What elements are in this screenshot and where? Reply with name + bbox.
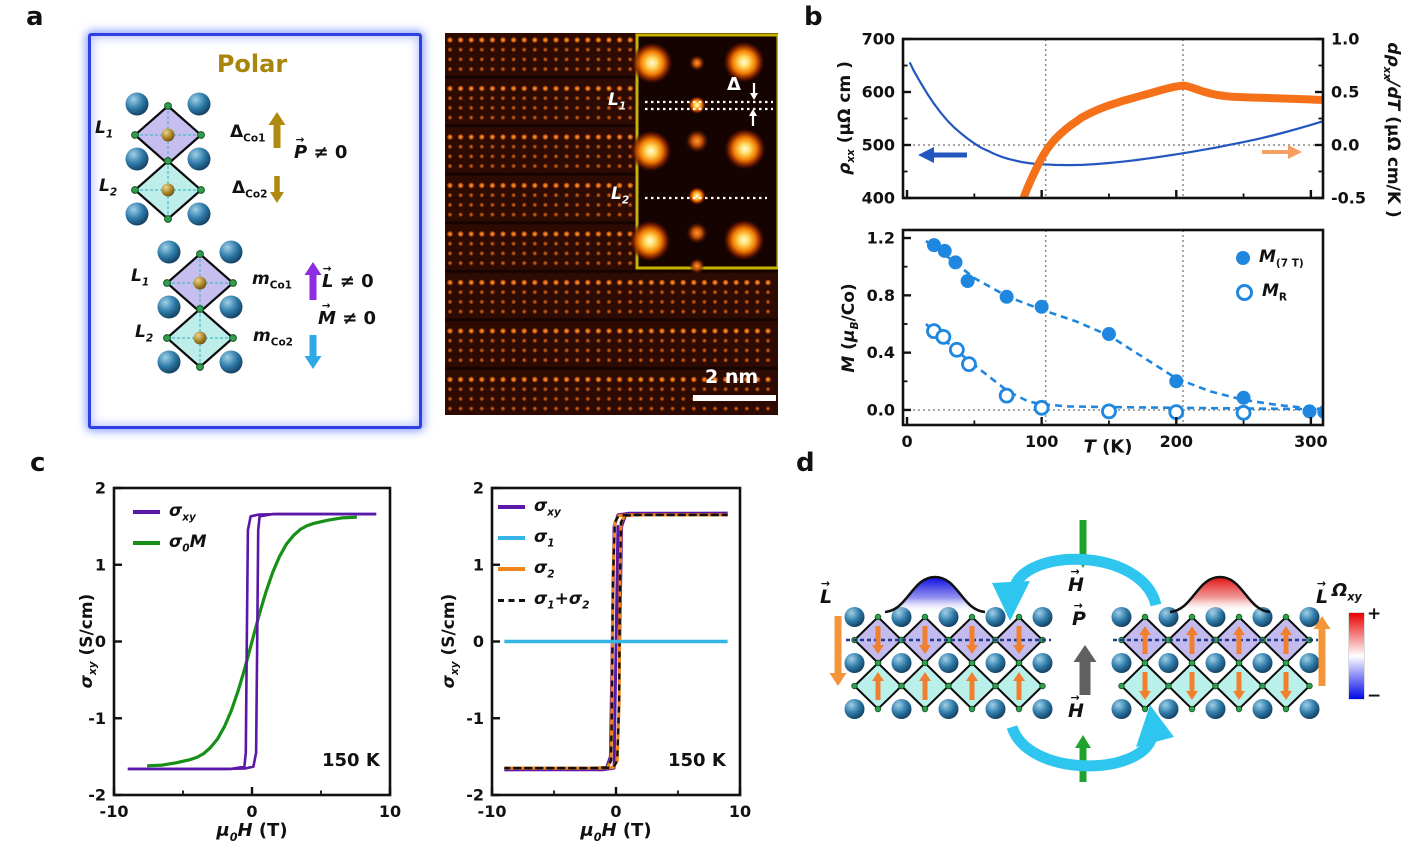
label-m-co2: mCo2 xyxy=(253,326,294,349)
svg-text:0: 0 xyxy=(901,432,912,451)
stem-label-L1: L1 xyxy=(608,90,627,113)
polar-structure-drawing xyxy=(125,92,322,374)
d-label-H-top: H xyxy=(1068,574,1084,596)
svg-text:2: 2 xyxy=(95,479,106,498)
purple-line-marker xyxy=(133,510,160,515)
legend-sigmaxy-left: σxy xyxy=(133,501,196,523)
c-right-ylabel: σxy (S/cm) xyxy=(438,593,462,689)
panel-label-c: c xyxy=(30,448,46,478)
svg-text:0.5: 0.5 xyxy=(1331,83,1359,102)
svg-text:-0.5: -0.5 xyxy=(1331,189,1366,208)
cyan-line-marker xyxy=(498,536,525,541)
panel-label-a: a xyxy=(26,2,44,32)
d-label-P: P xyxy=(1072,608,1086,630)
temp-annotation-left: 150 K xyxy=(322,750,380,771)
d-label-omega-xy: Ωxy xyxy=(1332,580,1362,604)
polar-structure-box xyxy=(88,33,422,429)
svg-text:10: 10 xyxy=(729,802,751,821)
c-left-ylabel: σxy (S/cm) xyxy=(76,593,100,689)
b-top-y2label: dρxx/dT (μΩ cm/K ) xyxy=(1380,42,1404,218)
svg-text:-2: -2 xyxy=(466,786,484,805)
orange-line-marker xyxy=(498,567,525,572)
svg-text:-10: -10 xyxy=(478,802,507,821)
svg-text:0.4: 0.4 xyxy=(867,343,895,362)
scalebar-label: 2 nm xyxy=(705,366,759,388)
stem-label-delta: Δ xyxy=(727,74,741,95)
dashed-line-marker xyxy=(498,598,525,602)
svg-text:0: 0 xyxy=(610,802,621,821)
svg-text:500: 500 xyxy=(862,136,895,155)
legend-sigma1-plus-sigma2: σ1+σ2 xyxy=(498,589,589,611)
svg-text:1.2: 1.2 xyxy=(867,229,895,248)
svg-text:-2: -2 xyxy=(88,786,106,805)
label-delta-co1: ΔCo1 xyxy=(230,122,266,145)
svg-text:0.8: 0.8 xyxy=(867,286,895,305)
svg-text:200: 200 xyxy=(1160,432,1193,451)
label-L2-bottom: L2 xyxy=(135,322,154,345)
svg-text:300: 300 xyxy=(1294,432,1327,451)
legend-sigmaxy-right: σxy xyxy=(498,496,561,518)
svg-text:10: 10 xyxy=(379,802,401,821)
d-label-L-left: L xyxy=(820,586,832,608)
c-left-xlabel: μ0H (T) xyxy=(216,820,288,844)
chart-magnetization-vs-T: 0.0 0.4 0.8 1.2 0 100 200 300 xyxy=(867,229,1328,451)
svg-text:1: 1 xyxy=(95,555,106,574)
svg-text:-10: -10 xyxy=(100,802,129,821)
svg-text:1.0: 1.0 xyxy=(1331,30,1359,49)
label-P-neq-0: P ≠ 0 xyxy=(294,142,347,163)
b-bottom-xlabel: T (K) xyxy=(1083,436,1133,458)
green-line-marker xyxy=(133,541,160,546)
svg-text:0: 0 xyxy=(95,632,106,651)
svg-text:-1: -1 xyxy=(88,709,106,728)
label-L1-top: L1 xyxy=(95,118,114,141)
legend-M7T: M(7 T) xyxy=(1236,247,1304,269)
open-circle-marker xyxy=(1236,283,1253,301)
chart-resistivity-vs-T: 400 500 600 700 -0.5 0.0 0.5 1.0 xyxy=(862,30,1366,208)
legend-MR: MR xyxy=(1236,281,1287,303)
polar-title: Polar xyxy=(216,50,288,78)
svg-text:1: 1 xyxy=(473,555,484,574)
stem-image xyxy=(445,33,778,415)
filled-circle-marker xyxy=(1236,251,1250,266)
berry-curvature-colorbar xyxy=(1348,612,1365,700)
d-label-H-bottom: H xyxy=(1068,700,1084,722)
svg-text:0.0: 0.0 xyxy=(867,400,895,419)
svg-text:400: 400 xyxy=(862,189,895,208)
scalebar xyxy=(693,395,776,401)
svg-text:-1: -1 xyxy=(466,709,484,728)
colorbar-plus: + xyxy=(1367,604,1382,624)
d-label-L-right: L xyxy=(1316,586,1328,608)
purple-line-marker xyxy=(498,505,525,510)
svg-text:0.0: 0.0 xyxy=(1331,136,1359,155)
label-L1-bottom: L1 xyxy=(131,266,150,289)
legend-sigma0M: σ0M xyxy=(133,532,207,554)
temp-annotation-right: 150 K xyxy=(668,750,726,771)
panel-label-d: d xyxy=(796,448,815,478)
colorbar-minus: − xyxy=(1367,686,1382,706)
b-bottom-ylabel: M (μB/Co) xyxy=(838,283,862,373)
panel-label-b: b xyxy=(804,2,823,32)
label-L-neq-0: L ≠ 0 xyxy=(322,271,374,292)
label-M-neq-0: M ≠ 0 xyxy=(318,308,376,329)
label-m-co1: mCo1 xyxy=(252,269,293,292)
svg-text:0: 0 xyxy=(246,802,257,821)
svg-text:100: 100 xyxy=(1025,432,1058,451)
label-L2-top: L2 xyxy=(99,176,118,199)
svg-text:2: 2 xyxy=(473,479,484,498)
berry-curvature-schematic xyxy=(829,520,1331,782)
label-delta-co2: ΔCo2 xyxy=(232,178,268,201)
stem-label-L2: L2 xyxy=(611,184,630,207)
legend-sigma2: σ2 xyxy=(498,558,555,580)
svg-text:600: 600 xyxy=(862,83,895,102)
svg-text:0: 0 xyxy=(473,632,484,651)
svg-text:700: 700 xyxy=(862,30,895,49)
c-right-xlabel: μ0H (T) xyxy=(580,820,652,844)
b-top-ylabel: ρxx (μΩ cm ) xyxy=(834,61,858,175)
legend-sigma1: σ1 xyxy=(498,527,555,549)
